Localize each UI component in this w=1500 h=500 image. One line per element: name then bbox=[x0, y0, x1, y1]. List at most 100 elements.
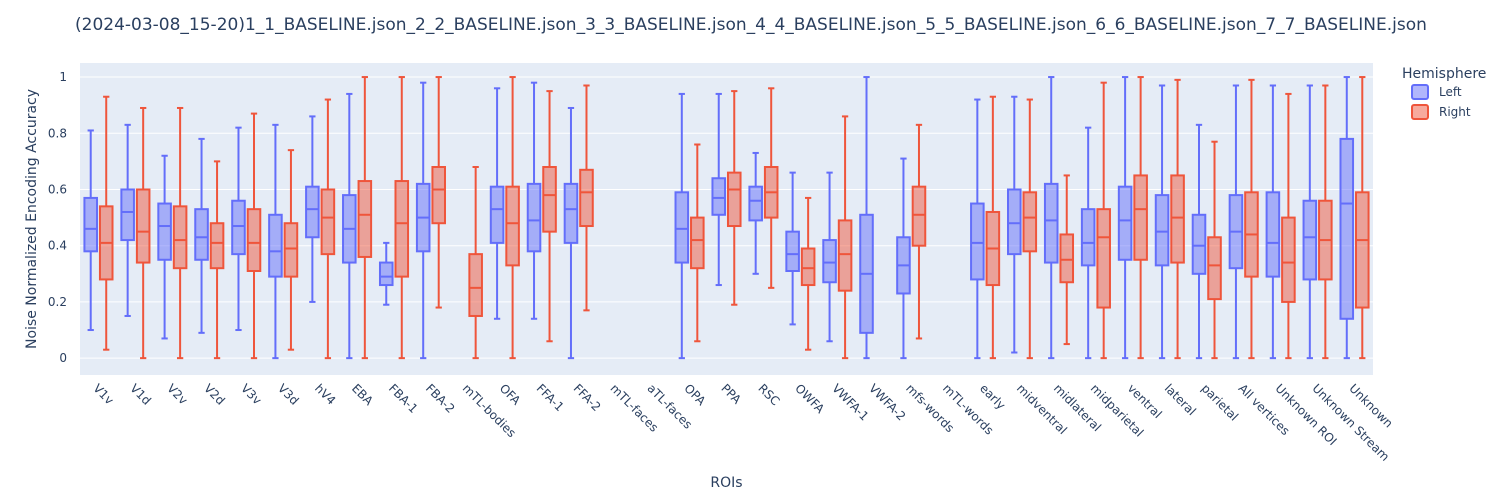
box-marks bbox=[83, 76, 1370, 360]
box-left[interactable] bbox=[970, 98, 985, 360]
box-left[interactable] bbox=[1007, 95, 1022, 354]
box-left[interactable] bbox=[1117, 76, 1133, 360]
y-tick-label: 0.4 bbox=[48, 239, 67, 253]
box-right[interactable] bbox=[1059, 174, 1075, 346]
box-right[interactable] bbox=[135, 106, 151, 360]
box-right[interactable] bbox=[800, 196, 816, 351]
iqr-box bbox=[1059, 233, 1075, 284]
box-left[interactable] bbox=[896, 157, 911, 360]
iqr-box bbox=[822, 239, 837, 284]
box-right[interactable] bbox=[1022, 98, 1038, 360]
box-right[interactable] bbox=[431, 76, 446, 309]
box-right[interactable] bbox=[1318, 84, 1333, 360]
box-right[interactable] bbox=[837, 115, 853, 360]
box-left[interactable] bbox=[822, 171, 837, 343]
iqr-box bbox=[1154, 194, 1170, 267]
box-right[interactable] bbox=[394, 76, 410, 360]
iqr-box bbox=[135, 188, 151, 264]
legend-swatch bbox=[1411, 104, 1429, 120]
box-left[interactable] bbox=[120, 123, 135, 317]
box-left[interactable] bbox=[1043, 76, 1059, 360]
iqr-box bbox=[800, 247, 816, 287]
box-right[interactable] bbox=[726, 90, 742, 306]
x-axis-title: ROIs bbox=[710, 475, 742, 491]
iqr-box bbox=[1022, 191, 1038, 253]
box-left[interactable] bbox=[785, 171, 800, 326]
iqr-box bbox=[378, 261, 394, 287]
box-right[interactable] bbox=[542, 90, 557, 343]
box-left[interactable] bbox=[674, 92, 690, 360]
box-right[interactable] bbox=[283, 149, 299, 351]
legend-item-right[interactable]: Right bbox=[1411, 104, 1471, 120]
box-right[interactable] bbox=[985, 95, 1001, 360]
y-axis-ticks: 0 0.2 0.4 0.6 0.8 1 bbox=[48, 70, 67, 365]
box-right[interactable] bbox=[1244, 78, 1259, 360]
box-right[interactable] bbox=[357, 76, 373, 360]
box-right[interactable] bbox=[209, 160, 225, 360]
box-left[interactable] bbox=[1265, 84, 1281, 360]
iqr-box bbox=[1170, 174, 1185, 264]
box-right[interactable] bbox=[1096, 81, 1111, 360]
box-left[interactable] bbox=[194, 137, 209, 334]
box-left[interactable] bbox=[526, 81, 542, 320]
box-left[interactable] bbox=[711, 92, 727, 287]
box-left[interactable] bbox=[1154, 84, 1170, 360]
iqr-box bbox=[489, 185, 505, 244]
iqr-box bbox=[431, 166, 446, 225]
box-left[interactable] bbox=[748, 151, 763, 275]
box-left[interactable] bbox=[489, 87, 505, 320]
box-right[interactable] bbox=[911, 123, 927, 340]
box-left[interactable] bbox=[342, 92, 357, 360]
iqr-box bbox=[268, 213, 283, 278]
box-right[interactable] bbox=[172, 106, 188, 360]
box-right[interactable] bbox=[1355, 76, 1370, 360]
iqr-box bbox=[320, 188, 336, 256]
iqr-box bbox=[690, 216, 705, 270]
iqr-box bbox=[194, 208, 209, 261]
box-right[interactable] bbox=[690, 143, 705, 343]
iqr-box bbox=[231, 199, 246, 256]
box-left[interactable] bbox=[378, 241, 394, 306]
box-left[interactable] bbox=[268, 123, 283, 360]
legend[interactable]: Hemisphere Left Right bbox=[1402, 66, 1486, 120]
box-right[interactable] bbox=[468, 166, 483, 360]
box-right[interactable] bbox=[1207, 140, 1222, 360]
box-left[interactable] bbox=[83, 129, 98, 332]
box-right[interactable] bbox=[505, 76, 520, 360]
box-right[interactable] bbox=[763, 87, 779, 289]
legend-title: Hemisphere bbox=[1402, 66, 1486, 82]
iqr-box bbox=[1096, 208, 1111, 309]
box-right[interactable] bbox=[1281, 92, 1296, 360]
box-left[interactable] bbox=[859, 76, 874, 360]
iqr-box bbox=[563, 182, 579, 244]
iqr-box bbox=[1133, 174, 1148, 261]
iqr-box bbox=[1339, 137, 1355, 320]
box-right[interactable] bbox=[1133, 76, 1148, 360]
box-left[interactable] bbox=[1302, 84, 1318, 360]
legend-item-left[interactable]: Left bbox=[1411, 84, 1462, 100]
box-left[interactable] bbox=[231, 126, 246, 332]
box-right[interactable] bbox=[320, 98, 336, 360]
box-left[interactable] bbox=[415, 81, 431, 360]
box-left[interactable] bbox=[1191, 123, 1207, 360]
box-left[interactable] bbox=[563, 106, 579, 360]
iqr-box bbox=[1265, 191, 1281, 278]
iqr-box bbox=[120, 188, 135, 242]
iqr-box bbox=[1117, 185, 1133, 261]
y-tick-label: 0 bbox=[59, 351, 67, 365]
iqr-box bbox=[1207, 236, 1222, 301]
box-left[interactable] bbox=[1080, 126, 1096, 360]
iqr-box bbox=[394, 180, 410, 278]
iqr-box bbox=[711, 177, 727, 216]
box-right[interactable] bbox=[579, 84, 594, 312]
box-right[interactable] bbox=[98, 95, 114, 351]
box-left[interactable] bbox=[305, 115, 320, 303]
legend-swatch bbox=[1411, 84, 1429, 100]
box-left[interactable] bbox=[1228, 84, 1244, 360]
box-left[interactable] bbox=[1339, 76, 1355, 360]
iqr-box bbox=[785, 230, 800, 273]
box-left[interactable] bbox=[157, 154, 172, 340]
box-right[interactable] bbox=[1170, 78, 1185, 360]
box-right[interactable] bbox=[246, 112, 262, 360]
y-tick-label: 0.8 bbox=[48, 126, 67, 140]
